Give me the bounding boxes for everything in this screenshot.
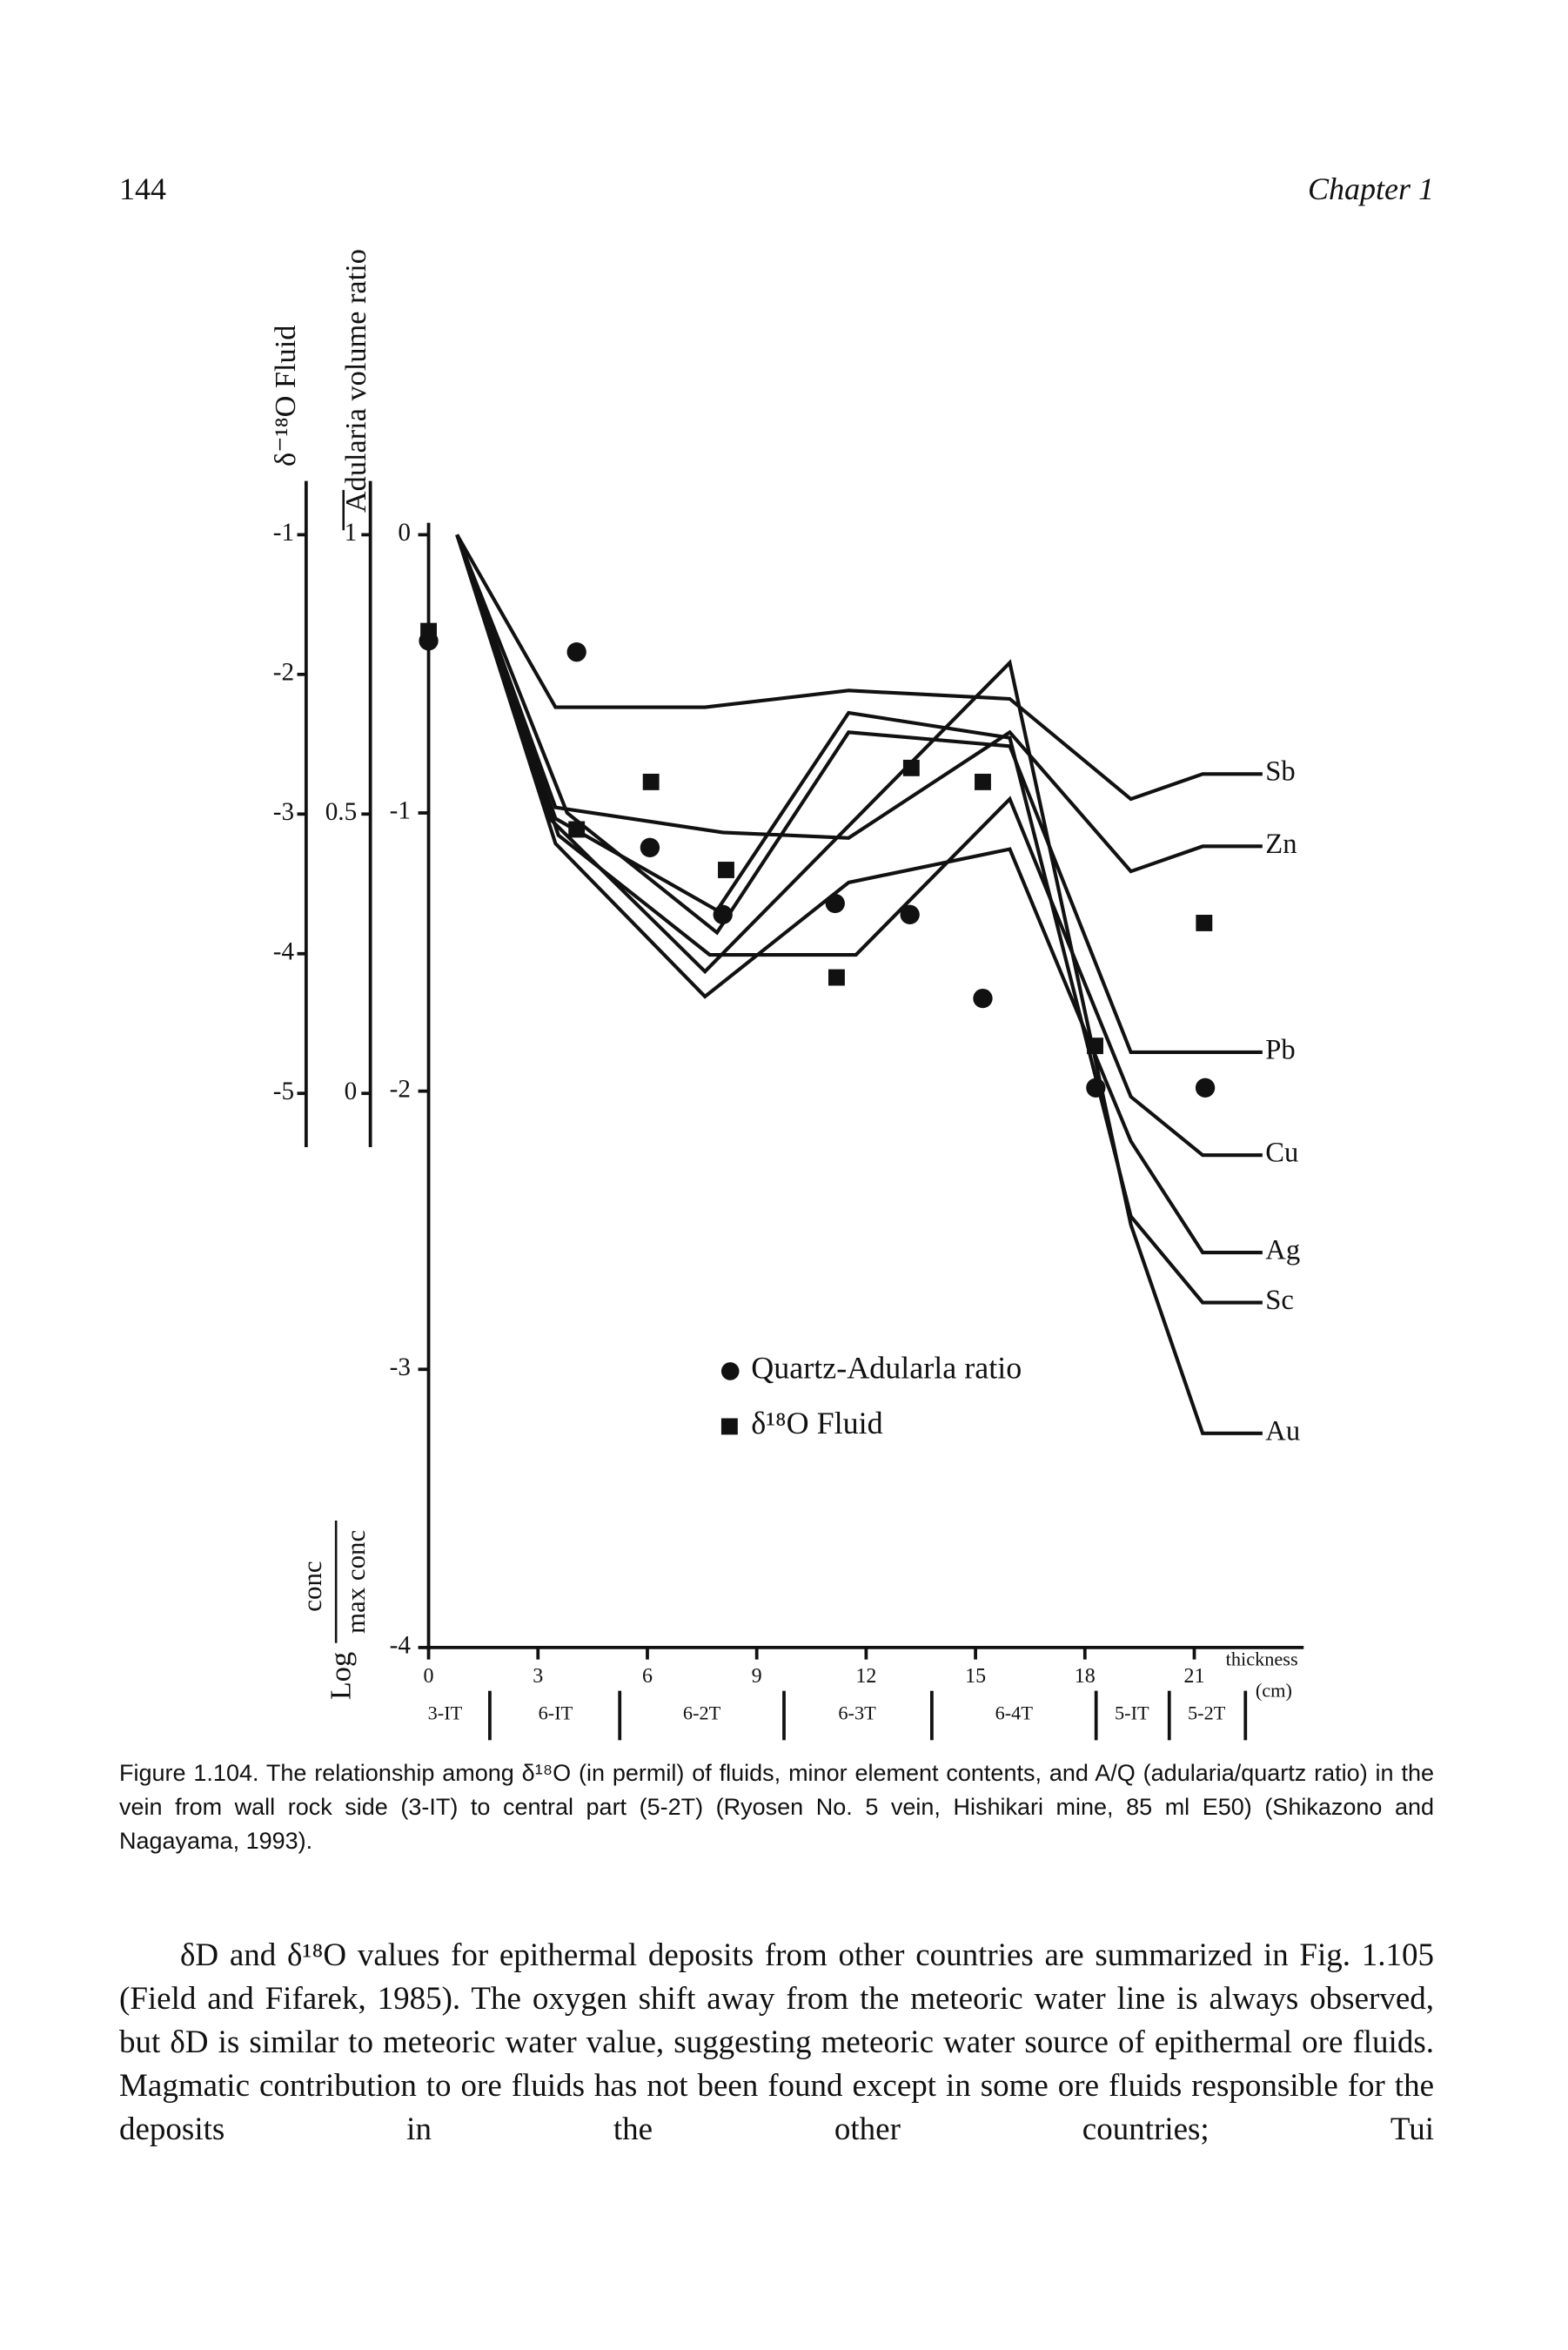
y-tick-label: 0	[398, 519, 411, 547]
y3-axis-title: Adularia volume ratio	[339, 249, 372, 513]
y-axis-title-numerator: conc	[297, 1561, 327, 1611]
x-axis-title-unit: (cm)	[1256, 1680, 1292, 1702]
line-label: Sc	[1265, 1285, 1294, 1316]
fluid-marker	[1196, 915, 1213, 931]
fluid-marker	[975, 773, 991, 790]
zone-label: 3-IT	[428, 1702, 463, 1723]
y3-tick-label: 1	[345, 519, 358, 547]
line-label: Cu	[1265, 1138, 1298, 1169]
zone-label: 6-3T	[838, 1702, 876, 1723]
y3-tick-label: 0.5	[325, 798, 357, 826]
page-number: 144	[119, 171, 166, 206]
ratio-marker	[1195, 1078, 1216, 1098]
fluid-marker	[902, 759, 920, 776]
x-tick-label: 18	[1075, 1665, 1096, 1688]
x-tick-label: 3	[533, 1665, 543, 1688]
ratio-marker	[900, 904, 920, 924]
chapter-title: Chapter 1	[1307, 171, 1434, 206]
x-axis-title: thickness	[1226, 1648, 1298, 1669]
legend-marker	[720, 1418, 738, 1435]
y-axis-title: Log	[325, 1652, 358, 1700]
zone-label: 6-2T	[683, 1702, 721, 1723]
chart: 0 -1 -2 -3 -4 -1 -2 -3 -4 -5 1 0.5 0 δ⁻¹⁸O Fluid Adula…	[269, 249, 1304, 1741]
body-paragraph: δD and δ¹⁸O values for epithermal deposi…	[119, 1937, 1434, 2147]
element-line	[455, 534, 1263, 874]
y2-tick-label: -5	[273, 1078, 294, 1105]
fluid-marker	[568, 821, 586, 838]
line-label: Zn	[1265, 829, 1297, 860]
y-tick-label: -4	[390, 1632, 412, 1660]
fluid-marker	[642, 773, 660, 790]
ratio-marker	[566, 642, 586, 662]
zone-label: 6-IT	[539, 1702, 573, 1723]
element-line	[455, 534, 1263, 1054]
x-tick-label: 15	[965, 1665, 986, 1688]
fluid-marker	[718, 862, 734, 878]
x-tick-label: 0	[424, 1665, 434, 1688]
element-line	[455, 534, 1263, 1435]
y3-tick-label: 0	[345, 1078, 358, 1105]
ratio-marker	[640, 837, 660, 857]
x-tick-label: 21	[1184, 1665, 1205, 1688]
fluid-marker	[1087, 1037, 1103, 1055]
line-label: Au	[1265, 1415, 1300, 1447]
y2-tick-label: -1	[273, 519, 294, 547]
y2-axis-title: δ⁻¹⁸O Fluid	[269, 326, 302, 467]
y-tick-label: -1	[390, 797, 411, 825]
element-line	[455, 534, 1263, 1158]
y2-tick-label: -4	[273, 937, 295, 965]
x-tick-label: 12	[855, 1665, 876, 1688]
ratio-marker	[1086, 1078, 1106, 1098]
fluid-marker	[828, 969, 845, 986]
element-line	[455, 534, 1263, 802]
legend-label: Quartz-Adularla ratio	[751, 1351, 1022, 1386]
y2-tick-label: -2	[273, 659, 294, 687]
ratio-marker	[825, 893, 845, 914]
x-tick-label: 6	[642, 1665, 653, 1688]
zone-label: 5-2T	[1188, 1702, 1226, 1723]
ratio-marker	[713, 904, 733, 924]
x-tick-label: 9	[752, 1665, 762, 1688]
ratio-marker	[973, 988, 993, 1009]
line-label: Pb	[1265, 1034, 1295, 1065]
y-axis-title-denominator: max conc	[340, 1530, 371, 1634]
y-tick-label: -3	[390, 1353, 411, 1381]
zone-label: 5-IT	[1115, 1702, 1149, 1723]
legend-marker	[720, 1362, 740, 1380]
line-label: Sb	[1265, 756, 1295, 788]
element-line	[455, 534, 1263, 1255]
legend-label: δ¹⁸O Fluid	[751, 1406, 882, 1440]
y2-tick-label: -3	[273, 798, 294, 826]
zone-label: 6-4T	[995, 1702, 1034, 1723]
fluid-marker	[420, 622, 437, 640]
line-label: Ag	[1265, 1235, 1300, 1266]
y-tick-label: -2	[390, 1075, 411, 1103]
figure-caption: Figure 1.104. The relationship among δ¹⁸…	[119, 1760, 1434, 1854]
